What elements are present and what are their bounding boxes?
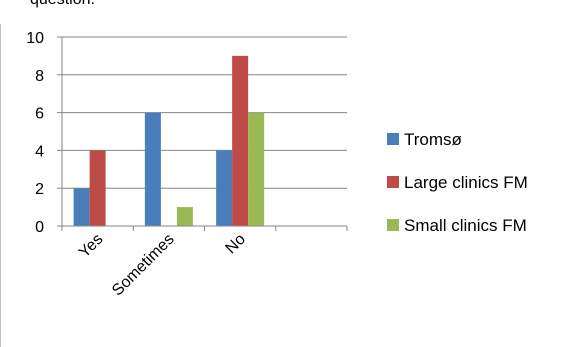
bar-troms--no [216,150,233,226]
header-fragment: question: [30,0,95,8]
legend-swatch [387,219,399,231]
bar-large-clinics-fm-yes [89,150,106,226]
y-tick-label: 10 [26,30,44,47]
y-tick-labels: 0 2 4 6 8 10 [26,30,44,236]
legend-swatch [387,133,399,145]
bars [73,55,265,227]
x-tick-label: No [222,231,249,258]
bar-small-clinics-fm-sometimes [176,207,193,226]
y-tick-label: 4 [35,143,44,160]
legend-label: Tromsø [404,130,462,149]
bar-small-clinics-fm-no [248,112,265,226]
legend-label: Small clinics FM [404,216,527,235]
y-tick-label: 8 [35,68,44,85]
x-tick-label: Sometimes [109,231,178,300]
legend-label: Large clinics FM [404,173,528,192]
bar-troms--yes [73,188,90,226]
y-tick-label: 0 [35,219,44,236]
x-tick-labels: Yes Sometimes No [76,231,249,300]
x-tick-label: Yes [76,231,106,261]
bar-troms--sometimes [144,112,161,226]
axes [57,36,348,231]
gridlines [62,36,347,189]
legend: Tromsø Large clinics FM Small clinics FM [387,130,528,235]
bar-large-clinics-fm-no [232,55,249,227]
y-tick-label: 2 [35,181,44,198]
y-tick-label: 6 [35,106,44,123]
legend-swatch [387,176,399,188]
